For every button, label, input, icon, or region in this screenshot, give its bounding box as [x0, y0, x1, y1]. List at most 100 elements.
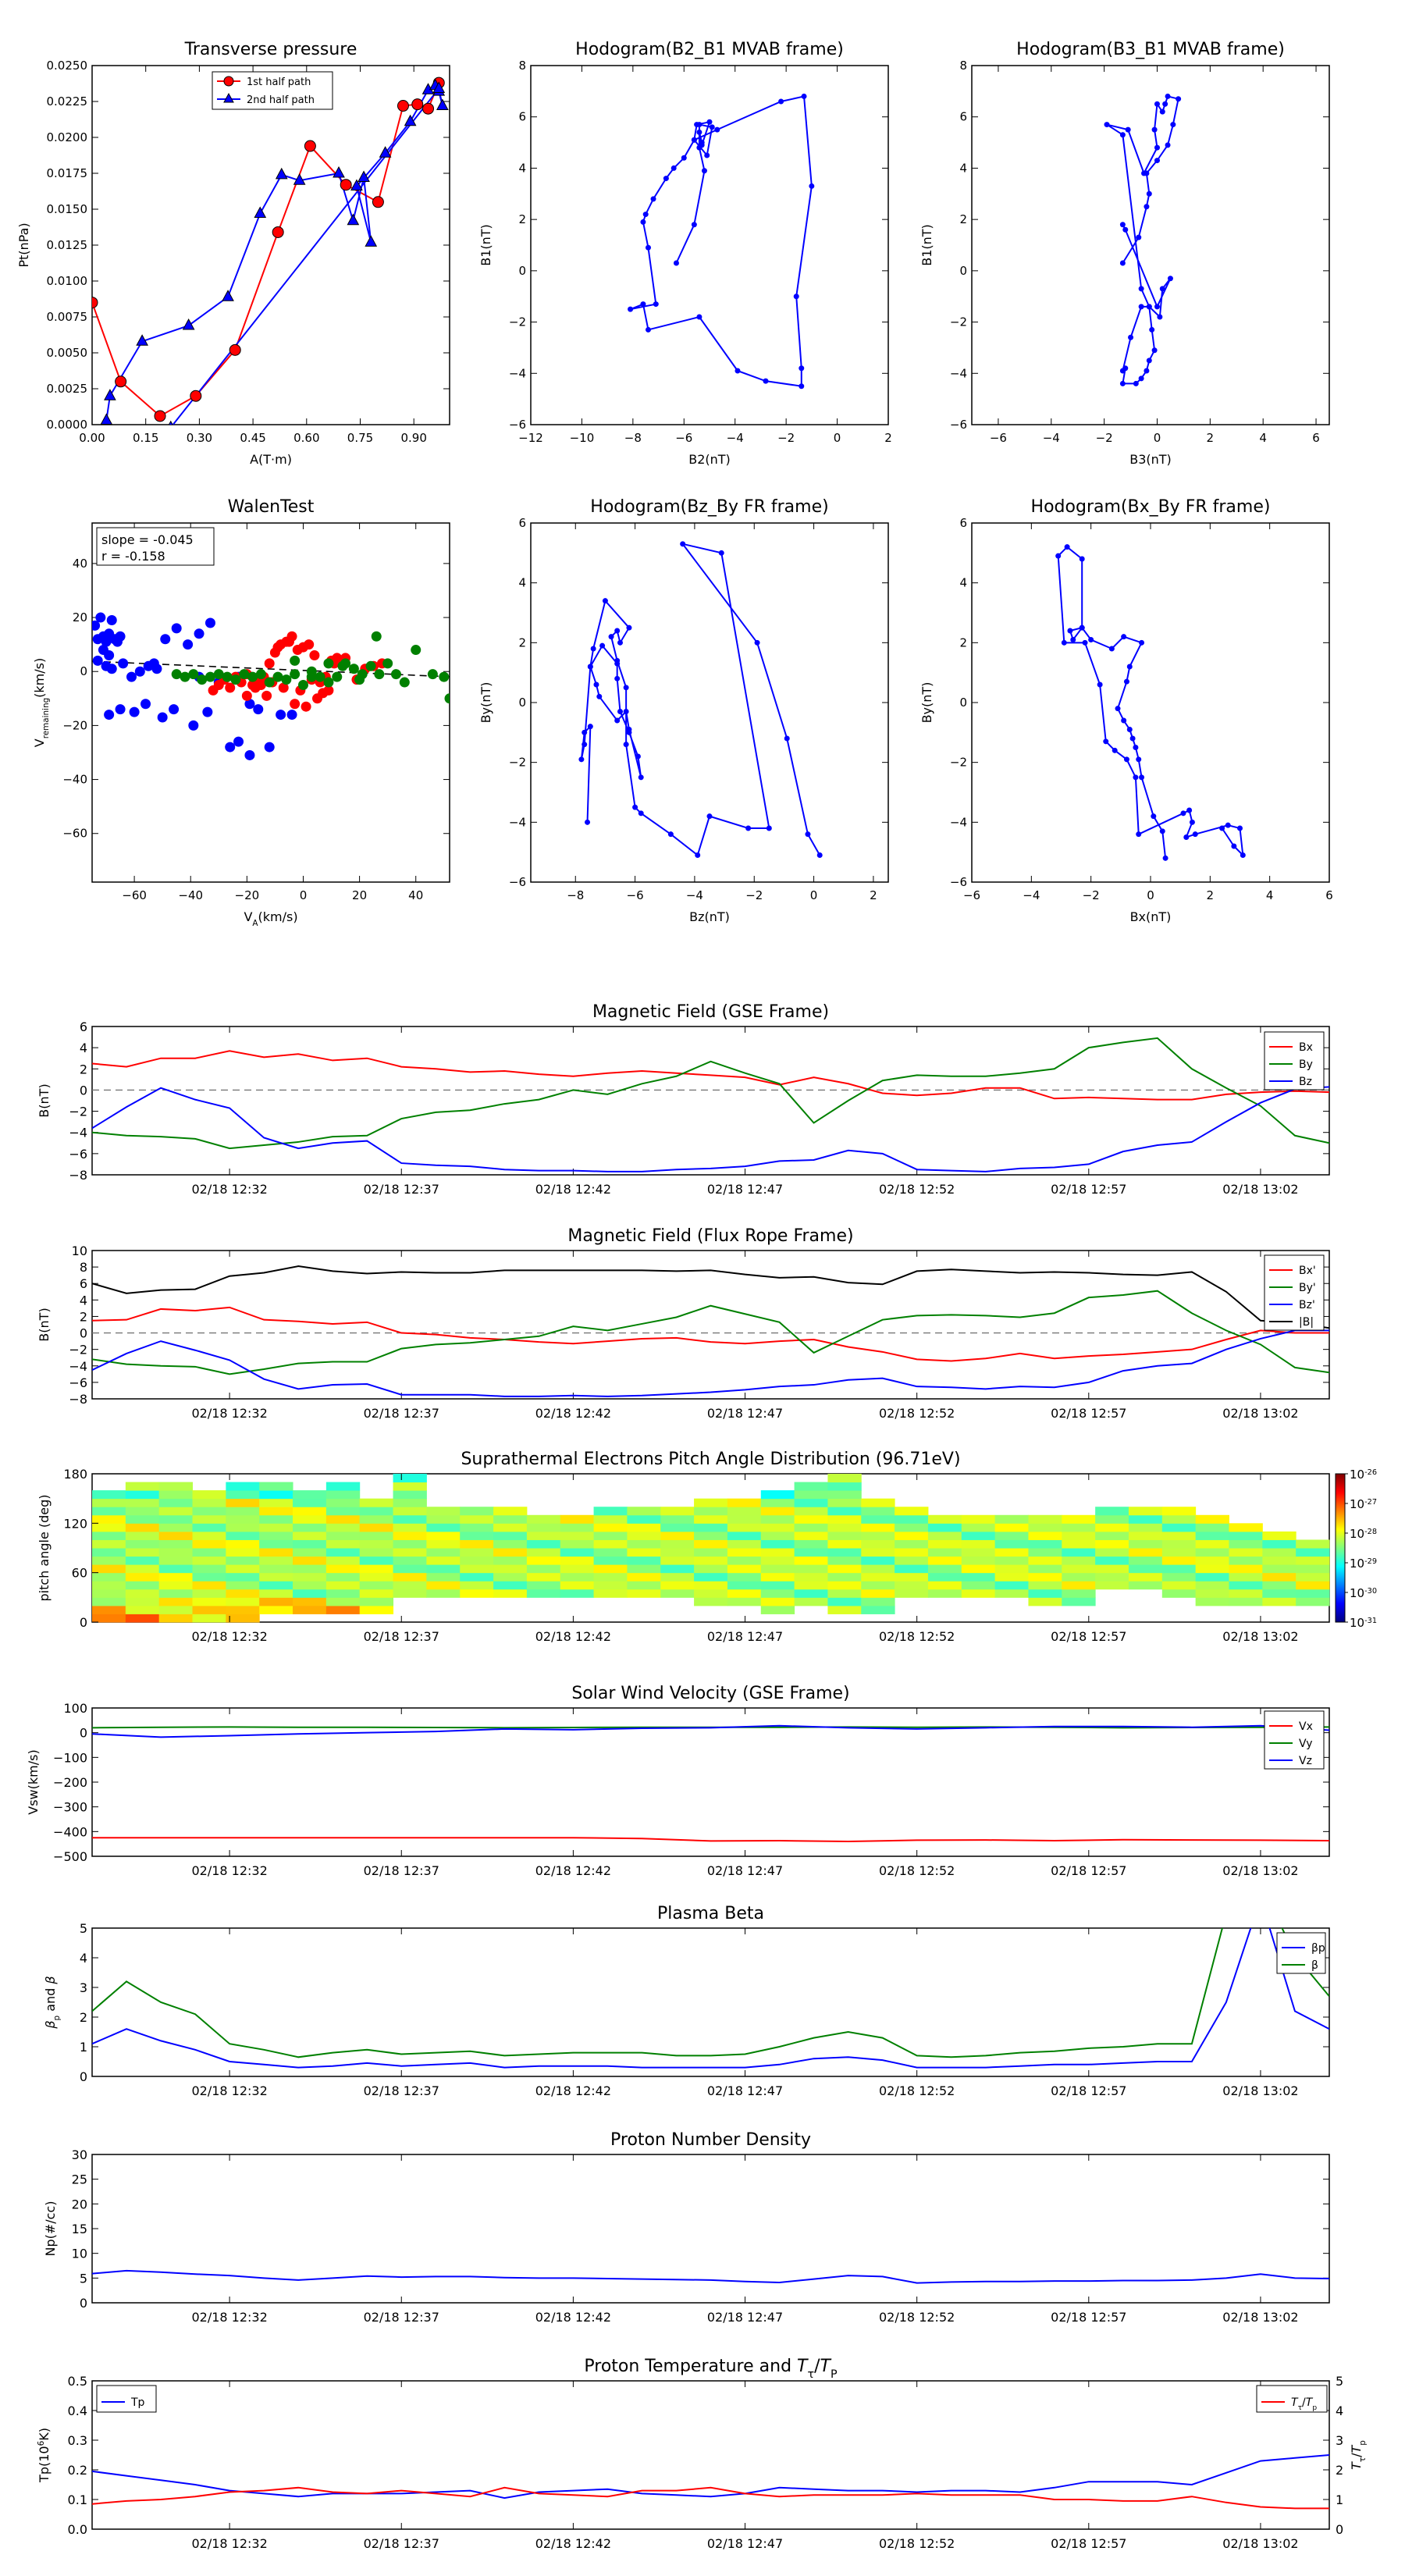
- heatmap-cell: [393, 1507, 427, 1516]
- hodogram-point: [1055, 553, 1062, 559]
- heatmap-cell: [125, 1490, 160, 1500]
- heatmap-cell: [192, 1490, 226, 1500]
- walen-point: [213, 669, 224, 680]
- heatmap-cell: [460, 1523, 494, 1532]
- heatmap-cell: [526, 1548, 561, 1557]
- legend: Bx' By' Bz' |B|: [1264, 1254, 1325, 1331]
- walen-point: [143, 660, 154, 671]
- walen-point: [92, 655, 103, 666]
- x-axis-label-part: A: [252, 919, 258, 928]
- heatmap-cell: [92, 1581, 126, 1590]
- heatmap-cell: [1062, 1548, 1096, 1557]
- heatmap-cell: [827, 1539, 862, 1549]
- heatmap-cell: [493, 1589, 528, 1598]
- heatmap-cell: [627, 1514, 661, 1524]
- heatmap-cell: [660, 1548, 695, 1557]
- x-tick-label: −6: [675, 431, 692, 445]
- hodogram-point: [745, 825, 752, 831]
- hodogram-point: [695, 852, 701, 858]
- heatmap-cell: [493, 1539, 528, 1549]
- heatmap-cell: [861, 1556, 895, 1565]
- y-axis-label: βp and β: [43, 1976, 62, 2029]
- hodogram-point: [805, 831, 811, 838]
- x-tick-label: −6: [990, 431, 1007, 445]
- heatmap-cell: [426, 1564, 461, 1574]
- walen-point: [197, 674, 208, 685]
- heatmap-cell: [325, 1490, 361, 1500]
- heatmap-cell: [760, 1514, 795, 1524]
- hodogram-point: [587, 664, 593, 670]
- x-tick-label: 02/18 12:47: [707, 2083, 783, 2098]
- heatmap-cell: [895, 1539, 929, 1549]
- hodogram-point: [1138, 304, 1144, 310]
- heatmap-cell: [660, 1556, 695, 1565]
- y-axis-label-part: 6: [37, 2441, 46, 2446]
- chart-3: WalenTest−60 −40 −20 0 20 40−60−40−2002040VA(…: [32, 497, 450, 928]
- heatmap-cell: [158, 1490, 194, 1500]
- heatmap-cell: [1262, 1597, 1297, 1606]
- heatmap-cell: [1095, 1514, 1129, 1524]
- y-tick-label: 10: [72, 2247, 87, 2261]
- heatmap-cell: [325, 1507, 361, 1516]
- hodogram-point: [691, 222, 697, 228]
- heatmap-cell: [293, 1531, 327, 1540]
- y-tick-label: 0.0200: [47, 130, 88, 144]
- x-tick-label: −2: [1096, 431, 1113, 445]
- walen-point: [306, 671, 317, 682]
- heatmap-cell: [961, 1556, 996, 1565]
- heatmap-cell: [895, 1556, 929, 1565]
- x-tick-label: −8: [624, 431, 642, 445]
- x-tick-label: −4: [686, 888, 703, 902]
- x-tick-label: −20: [235, 888, 260, 902]
- heatmap-cell: [593, 1589, 628, 1598]
- heatmap-cell: [560, 1581, 595, 1590]
- heatmap-cell: [560, 1514, 595, 1524]
- heatmap-cell: [293, 1523, 327, 1532]
- heatmap-cell: [827, 1490, 862, 1500]
- heatmap-cell: [794, 1514, 828, 1524]
- heatmap-cell: [794, 1498, 828, 1507]
- heatmap-cell: [760, 1581, 795, 1590]
- hodogram-point: [1176, 96, 1182, 102]
- heatmap-cell: [1028, 1589, 1062, 1598]
- y-tick-label: 0.0050: [47, 346, 88, 360]
- heatmap-cell: [1262, 1572, 1297, 1582]
- data-point-2nd-half: [182, 318, 195, 330]
- legend-marker-2nd: [223, 92, 234, 103]
- heatmap-cell: [158, 1614, 194, 1623]
- y-tick-label: 0.2: [68, 2463, 87, 2478]
- y-right-axis-label-part: p: [1358, 2440, 1368, 2446]
- heatmap-cell: [961, 1523, 996, 1532]
- hodogram-point: [709, 124, 715, 130]
- walen-point: [354, 674, 365, 685]
- hodogram-point: [1079, 556, 1085, 562]
- annotation-frame: [96, 527, 215, 566]
- heatmap-cell: [158, 1523, 194, 1532]
- heatmap-cell: [226, 1523, 260, 1532]
- colorbar-label-part: -28: [1364, 1528, 1377, 1536]
- walen-point: [202, 706, 213, 717]
- hodogram-point: [602, 598, 608, 604]
- walen-point: [309, 649, 320, 660]
- heatmap-cell: [593, 1539, 628, 1549]
- heatmap-cell: [158, 1531, 194, 1540]
- hodogram-point: [1133, 380, 1139, 386]
- walen-point: [290, 669, 301, 680]
- heatmap-cell: [861, 1589, 895, 1598]
- heatmap-cell: [694, 1531, 728, 1540]
- y-axis-label: Np(#/cc): [43, 2201, 58, 2257]
- heatmap-cell: [1296, 1564, 1330, 1574]
- y-tick-label: 0: [80, 2296, 87, 2311]
- hodogram-point: [645, 244, 651, 251]
- y-tick-label: 4: [80, 1041, 87, 1055]
- y-axis-label: By(nT): [919, 682, 934, 724]
- hodogram-point: [1121, 717, 1127, 724]
- heatmap-cell: [192, 1572, 226, 1582]
- x-tick-label: 02/18 12:37: [364, 2536, 439, 2551]
- y-tick-label: 0.5: [68, 2374, 87, 2389]
- hodogram-point: [1154, 144, 1160, 151]
- heatmap-cell: [827, 1597, 862, 1606]
- heatmap-cell: [627, 1572, 661, 1582]
- hodogram-point: [1189, 819, 1195, 825]
- x-tick-label: 0.45: [240, 431, 265, 445]
